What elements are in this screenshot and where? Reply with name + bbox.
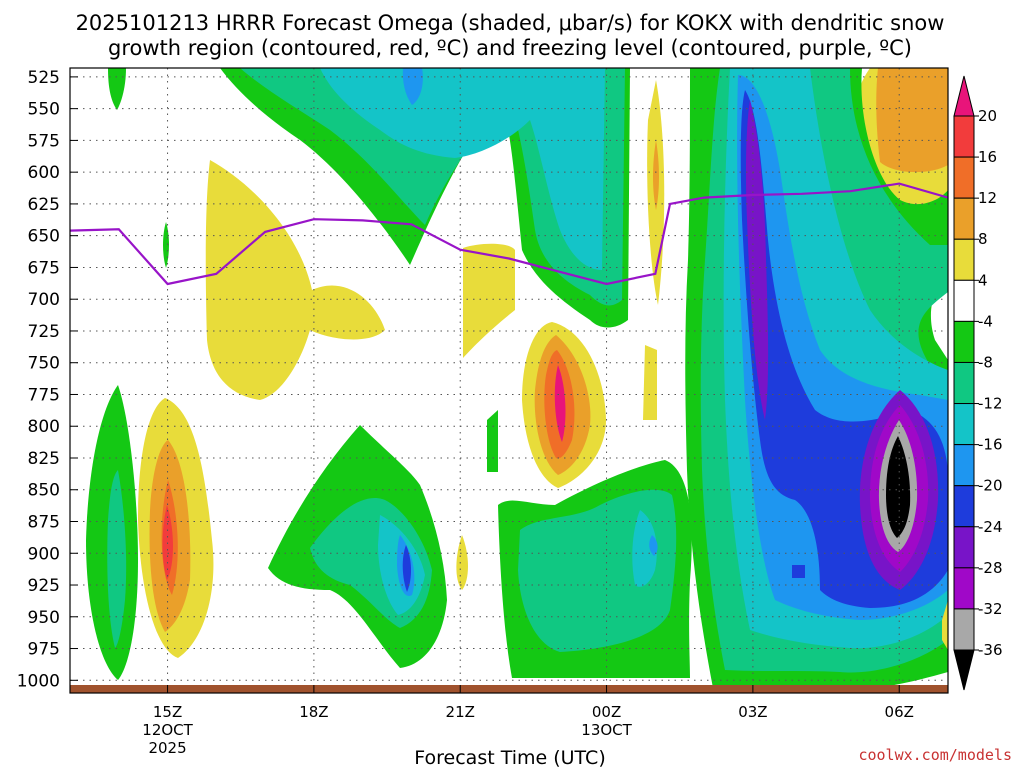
colorbar-bin bbox=[953, 279, 975, 322]
omega-region-minus20-lower-mid bbox=[402, 545, 412, 592]
omega-region-minus8-lower-left bbox=[107, 470, 127, 648]
x-tick-label: 21Z bbox=[446, 703, 475, 721]
y-tick-label: 900 bbox=[28, 544, 60, 564]
omega-region-minus8-upper bbox=[240, 68, 625, 306]
colorbar-bin bbox=[953, 361, 975, 405]
colorbar-bin bbox=[953, 320, 975, 363]
omega-region-positive-edge bbox=[942, 600, 948, 650]
omega-region-negative-top-left bbox=[108, 68, 126, 110]
y-tick-label: 675 bbox=[28, 258, 60, 278]
colorbar-bin bbox=[953, 197, 975, 240]
colorbar-label: -4 bbox=[978, 312, 993, 330]
x-tick-label: 03Z bbox=[738, 703, 767, 721]
colorbar-bin bbox=[953, 526, 975, 569]
y-tick-label: 650 bbox=[28, 227, 60, 247]
omega-region-minus12-lower-center bbox=[632, 510, 657, 587]
colorbar-label: -12 bbox=[978, 395, 1003, 413]
colorbar-bin bbox=[953, 156, 975, 199]
colorbar-min-triangle bbox=[953, 649, 975, 691]
y-tick-label: 700 bbox=[28, 290, 60, 310]
omega-core-max-center bbox=[554, 365, 566, 442]
omega-core-orange-streak bbox=[653, 140, 659, 210]
x-tick-date: 12OCT bbox=[142, 721, 193, 739]
colorbar-bin bbox=[953, 608, 975, 651]
x-tick-year: 2025 bbox=[148, 739, 186, 757]
omega-region-minus12-upper bbox=[320, 68, 605, 270]
omega-region-minus24-streak bbox=[746, 100, 769, 420]
colorbar-label: 8 bbox=[978, 230, 988, 248]
y-tick-label: 525 bbox=[28, 68, 60, 88]
colorbar-label: -20 bbox=[978, 477, 1003, 495]
site-credit: coolwx.com/models bbox=[858, 746, 1012, 764]
omega-region-positive-small bbox=[643, 345, 657, 420]
y-tick-label: 1000 bbox=[17, 671, 60, 691]
plot-area bbox=[70, 68, 948, 693]
omega-region-positive-mid bbox=[463, 243, 515, 358]
omega-core-orange-top-right bbox=[876, 68, 948, 173]
y-tick-label: 825 bbox=[28, 449, 60, 469]
colorbar: 20 16 12 8 4 -4 -8 -12 -16 -20 -24 -28 -32 -36 bbox=[953, 75, 1003, 691]
x-tick-date: 13OCT bbox=[581, 721, 632, 739]
omega-region-minus16-upper bbox=[402, 68, 423, 105]
y-tick-label: 775 bbox=[28, 385, 60, 405]
colorbar-label: 12 bbox=[978, 189, 997, 207]
colorbar-label: 16 bbox=[978, 148, 997, 166]
colorbar-label: -32 bbox=[978, 600, 1003, 618]
colorbar-bin bbox=[953, 238, 975, 281]
omega-region-negative-tiny bbox=[163, 222, 169, 268]
omega-region-minus16-lower-center bbox=[649, 535, 658, 556]
ground-surface bbox=[70, 685, 948, 693]
y-tick-label: 550 bbox=[28, 100, 60, 120]
x-tick-label: 15Z bbox=[153, 703, 182, 721]
colorbar-bin bbox=[953, 444, 975, 487]
y-tick-label: 625 bbox=[28, 195, 60, 215]
colorbar-label: -8 bbox=[978, 353, 993, 371]
y-tick-label: 975 bbox=[28, 640, 60, 660]
omega-region-positive-dot bbox=[456, 535, 468, 590]
chart-title-line-1: 2025101213 HRRR Forecast Omega (shaded, … bbox=[76, 11, 945, 35]
omega-region-minus36-core bbox=[886, 436, 911, 538]
omega-region-minus12-dot bbox=[427, 95, 442, 130]
x-axis-label: Forecast Time (UTC) bbox=[414, 747, 605, 768]
y-tick-label: 750 bbox=[28, 354, 60, 374]
x-tick-label: 00Z bbox=[592, 703, 621, 721]
freezing-level-line bbox=[70, 182, 948, 286]
colorbar-label: -16 bbox=[978, 436, 1003, 454]
y-tick-label: 800 bbox=[28, 417, 60, 437]
y-axis: 525 550 575 600 625 650 675 700 725 750 775 800 825 8… bbox=[17, 68, 78, 691]
omega-region-minus20-small bbox=[792, 565, 805, 578]
y-tick-label: 600 bbox=[28, 163, 60, 183]
colorbar-label: -36 bbox=[978, 641, 1003, 659]
colorbar-label: 4 bbox=[978, 271, 988, 289]
colorbar-bin bbox=[953, 567, 975, 610]
colorbar-bin bbox=[953, 485, 975, 528]
y-tick-label: 925 bbox=[28, 576, 60, 596]
gridlines bbox=[70, 68, 948, 693]
colorbar-label: 20 bbox=[978, 107, 997, 125]
x-tick-label: 18Z bbox=[299, 703, 328, 721]
colorbar-max-triangle bbox=[953, 75, 975, 117]
y-tick-label: 850 bbox=[28, 481, 60, 501]
plot-frame bbox=[69, 67, 949, 694]
colorbar-bin bbox=[953, 115, 975, 158]
colorbar-bin bbox=[953, 403, 975, 446]
x-tick-label: 06Z bbox=[885, 703, 914, 721]
colorbar-label: -24 bbox=[978, 518, 1003, 536]
y-tick-label: 950 bbox=[28, 608, 60, 628]
y-tick-label: 575 bbox=[28, 131, 60, 151]
colorbar-label: -28 bbox=[978, 559, 1003, 577]
omega-region-positive-upper-left bbox=[205, 160, 385, 400]
y-tick-label: 875 bbox=[28, 513, 60, 533]
y-tick-label: 725 bbox=[28, 322, 60, 342]
omega-region-negative-small-square bbox=[487, 410, 498, 472]
chart-title-line-2: growth region (contoured, red, ºC) and f… bbox=[108, 36, 912, 60]
